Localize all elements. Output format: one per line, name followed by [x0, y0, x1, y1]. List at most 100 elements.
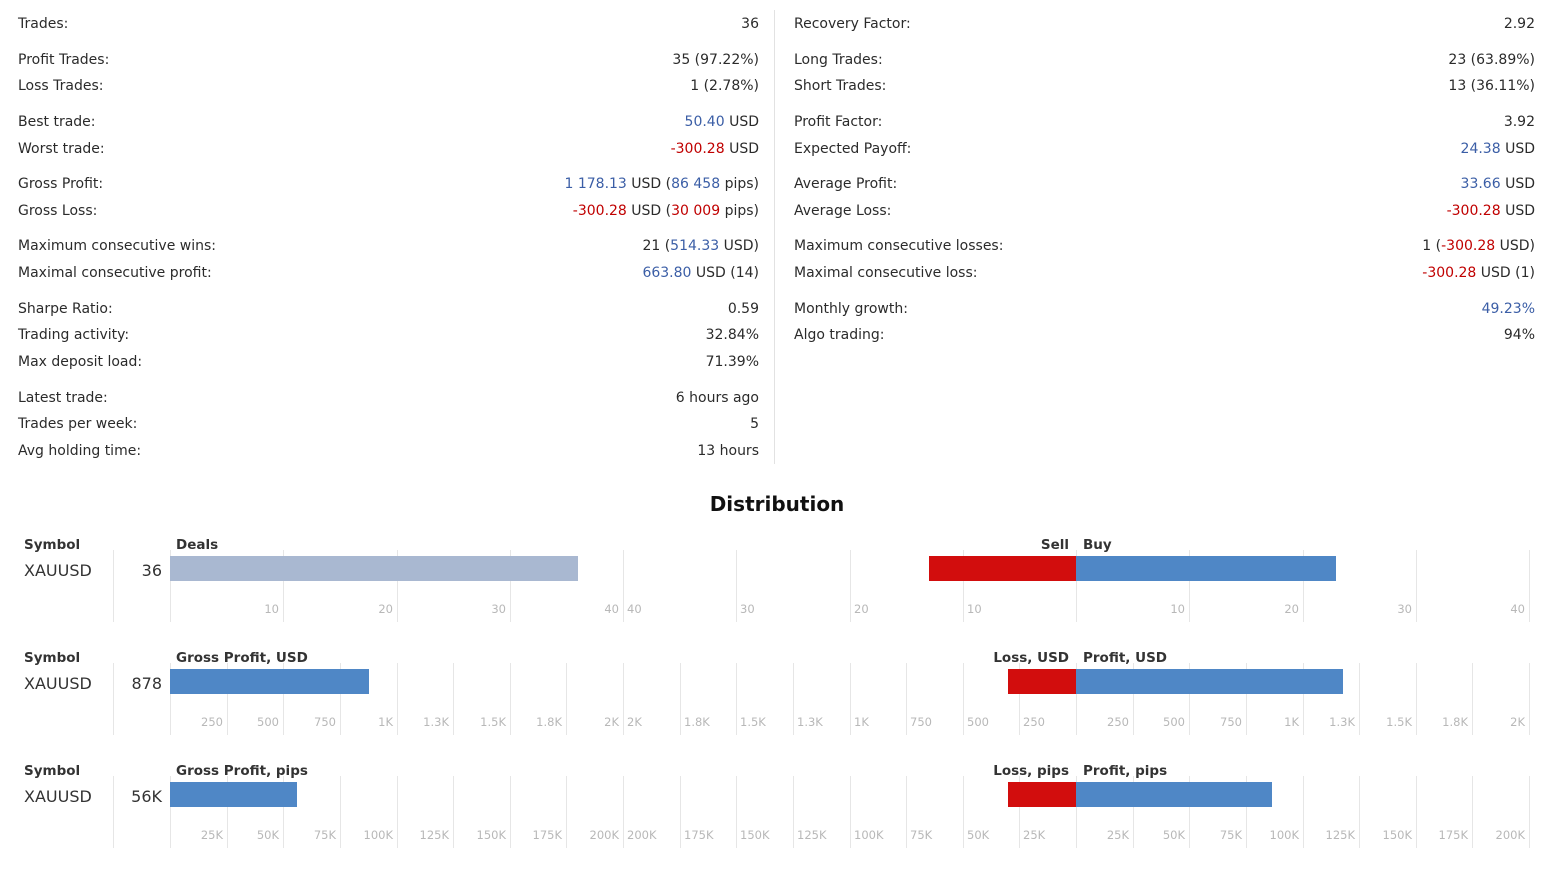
value-text: 5: [750, 416, 759, 432]
grid-line: [1416, 663, 1417, 735]
grid-line: [566, 776, 567, 848]
grid-line: [1246, 663, 1247, 735]
stat-value: 24.38 USD: [1461, 139, 1535, 159]
grid-line: [283, 776, 284, 848]
value-text: USD: [1500, 141, 1535, 157]
grid-line: [736, 663, 737, 735]
negative-value: -300.28: [572, 203, 627, 219]
stat-value: 1 (-300.28 USD): [1422, 236, 1535, 256]
value-text: 71.39%: [705, 354, 759, 370]
value-text: 1 (: [1422, 238, 1442, 254]
tick-label: 2K: [604, 715, 619, 729]
stat-label: Recovery Factor:: [794, 16, 911, 32]
stat-label: Avg holding time:: [18, 443, 142, 459]
stat-row: Short Trades: 13 (36.11%): [794, 76, 1535, 96]
tick-label: 1K: [1284, 715, 1299, 729]
stat-value: 1 178.13 USD (86 458 pips): [565, 174, 760, 194]
stat-value: 49.23%: [1482, 299, 1535, 319]
stat-value: 33.66 USD: [1461, 174, 1535, 194]
tick-label: 250: [1107, 715, 1129, 729]
positive-value: 86 458: [671, 176, 721, 192]
total-value: 878: [131, 674, 162, 693]
stat-value: 32.84%: [706, 325, 759, 345]
negative-value: -300.28: [670, 141, 725, 157]
grid-line: [850, 550, 851, 622]
stat-value: 1 (2.78%): [690, 76, 759, 96]
value-text: 23 (63.89%): [1448, 52, 1535, 68]
stat-label: Trading activity:: [18, 327, 130, 343]
sell-loss-header: Loss, USD: [993, 650, 1069, 666]
grid-line: [283, 663, 284, 735]
value-text: 35 (97.22%): [672, 52, 759, 68]
grid-line: [1529, 776, 1530, 848]
distribution-block: Symbol Deals Sell Buy XAUUSD 36 10 20 30 40 40 30 20…: [0, 536, 1554, 649]
tick-label: 10: [1170, 602, 1185, 616]
grid-line: [170, 550, 171, 622]
stat-value: 6 hours ago: [676, 388, 759, 408]
tick-label: 500: [967, 715, 989, 729]
grid-line: [963, 663, 964, 735]
stat-label: Monthly growth:: [794, 301, 908, 317]
value-text: USD (: [626, 203, 672, 219]
tick-label: 500: [1163, 715, 1185, 729]
stat-label: Long Trades:: [794, 52, 883, 68]
positive-value: 1 178.13: [564, 176, 627, 192]
grid-line: [510, 776, 511, 848]
stat-row: Latest trade: 6 hours ago: [18, 388, 759, 408]
grid-line: [340, 776, 341, 848]
left-bar: [170, 782, 297, 807]
stat-label: Trades per week:: [18, 416, 138, 432]
grid-line: [793, 776, 794, 848]
sell-loss-bar: [929, 556, 1076, 581]
total-value: 36: [141, 561, 162, 580]
stat-value: 5: [750, 414, 759, 434]
stat-value: -300.28 USD: [1447, 201, 1535, 221]
grid-line: [736, 550, 737, 622]
tick-label: 750: [1220, 715, 1242, 729]
grid-line: [1303, 663, 1304, 735]
tick-label: 75K: [910, 828, 933, 842]
tick-label: 30: [740, 602, 755, 616]
grid-line: [227, 776, 228, 848]
left-chart-header: Deals: [176, 537, 219, 553]
tick-label: 1.8K: [684, 715, 710, 729]
stat-label: Maximal consecutive profit:: [18, 265, 212, 281]
positive-value: 49.23%: [1481, 301, 1535, 317]
symbol-header: Symbol: [24, 763, 81, 779]
tick-label: 1.3K: [1329, 715, 1355, 729]
grid-line: [1416, 776, 1417, 848]
stat-label: Profit Factor:: [794, 114, 883, 130]
value-text: USD): [1495, 238, 1535, 254]
grid-line: [1133, 663, 1134, 735]
grid-line: [963, 550, 964, 622]
stat-label: Expected Payoff:: [794, 141, 912, 157]
tick-label: 50K: [1162, 828, 1185, 842]
left-chart-header: Gross Profit, USD: [176, 650, 308, 666]
stat-label: Loss Trades:: [18, 78, 104, 94]
stat-row: Profit Factor: 3.92: [794, 112, 1535, 132]
tick-label: 25K: [1023, 828, 1046, 842]
value-text: 13 (36.11%): [1448, 78, 1535, 94]
symbol-header: Symbol: [24, 650, 81, 666]
tick-label: 100K: [854, 828, 884, 842]
tick-label: 75K: [313, 828, 336, 842]
tick-label: 150K: [740, 828, 770, 842]
grid-line: [1019, 776, 1020, 848]
stat-row: Maximum consecutive wins: 21 (514.33 USD): [18, 236, 759, 256]
tick-label: 150K: [476, 828, 507, 842]
tick-label: 25K: [200, 828, 223, 842]
stat-value: 663.80 USD (14): [642, 263, 759, 283]
column-divider: [774, 10, 775, 464]
tick-label: 125K: [1325, 828, 1356, 842]
tick-label: 20: [854, 602, 869, 616]
value-text: 13 hours: [697, 443, 759, 459]
stat-label: Maximum consecutive losses:: [794, 238, 1004, 254]
tick-label: 500: [257, 715, 279, 729]
stat-label: Short Trades:: [794, 78, 887, 94]
value-text: USD (: [626, 176, 672, 192]
tick-label: 1.8K: [1442, 715, 1468, 729]
stat-label: Sharpe Ratio:: [18, 301, 113, 317]
stat-row: Gross Profit: 1 178.13 USD (86 458 pips): [18, 174, 759, 194]
grid-line: [1472, 776, 1473, 848]
grid-line: [113, 776, 114, 848]
